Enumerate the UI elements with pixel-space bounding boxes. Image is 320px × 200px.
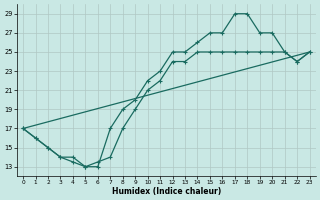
X-axis label: Humidex (Indice chaleur): Humidex (Indice chaleur) xyxy=(112,187,221,196)
